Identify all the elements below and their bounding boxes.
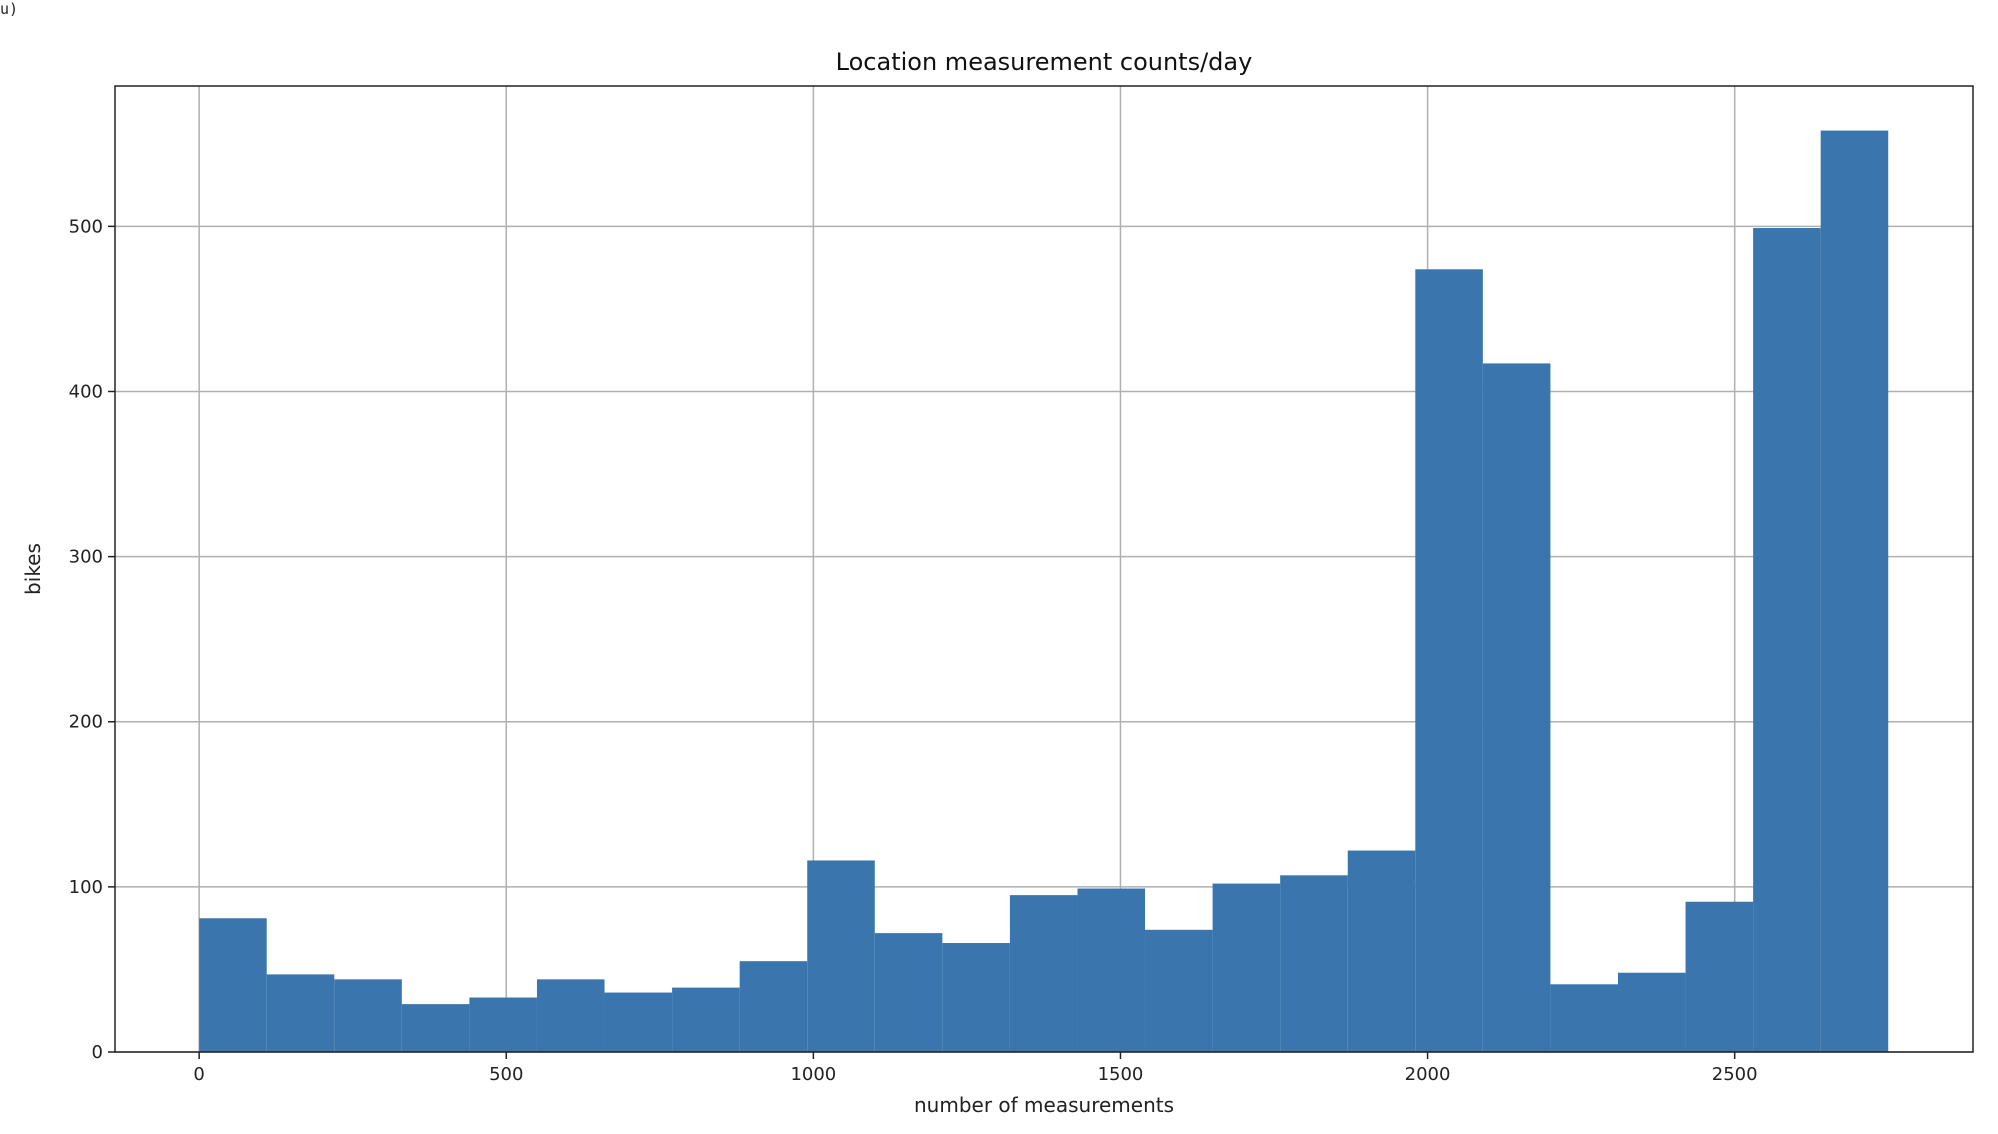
x-tick-label: 1500 <box>1098 1064 1144 1085</box>
y-tick-label: 100 <box>69 877 103 898</box>
histogram-bar <box>1617 972 1686 1052</box>
histogram-bar <box>1009 895 1078 1052</box>
header-fragment: u) <box>0 0 19 18</box>
histogram-bar <box>942 943 1010 1052</box>
y-tick-label: 400 <box>69 381 103 402</box>
histogram-bar <box>199 918 267 1052</box>
histogram-bar <box>672 987 740 1052</box>
histogram-bar <box>334 979 402 1052</box>
x-tick-label: 500 <box>489 1064 523 1085</box>
histogram-bar <box>807 860 875 1052</box>
histogram-bar <box>739 961 808 1052</box>
histogram-bar <box>469 997 537 1052</box>
x-tick-label: 2000 <box>1405 1064 1451 1085</box>
y-tick-label: 200 <box>69 712 103 733</box>
histogram-bar <box>1685 901 1754 1052</box>
y-tick-label: 0 <box>92 1042 103 1063</box>
histogram-bar <box>1753 228 1821 1052</box>
histogram-bar <box>1145 929 1213 1052</box>
histogram-bar <box>1820 130 1889 1053</box>
histogram-bar <box>401 1004 470 1052</box>
histogram-bar <box>1415 269 1483 1052</box>
histogram-bar <box>536 979 605 1052</box>
histogram-bar <box>604 992 673 1052</box>
histogram-bar <box>1347 850 1416 1052</box>
histogram-bar <box>1482 363 1551 1052</box>
histogram-bar <box>1212 883 1281 1052</box>
x-tick-label: 0 <box>193 1064 204 1085</box>
histogram-bar <box>874 933 943 1052</box>
y-axis-label: bikes <box>21 543 45 595</box>
histogram-bar <box>1077 888 1146 1052</box>
plot-frame <box>114 85 1974 1053</box>
x-tick-label: 1000 <box>790 1064 836 1085</box>
histogram-bars <box>199 130 1889 1053</box>
x-axis-label: number of measurements <box>914 1093 1174 1117</box>
y-tick-label: 300 <box>69 547 103 568</box>
axis-ticks: 0 500 1000 1500 2000 2500 0 100 200 300 400 500 <box>69 216 1758 1085</box>
y-tick-label: 500 <box>69 216 103 237</box>
x-tick-label: 2500 <box>1712 1064 1758 1085</box>
histogram-bar <box>1550 984 1618 1052</box>
histogram-bar <box>1280 875 1348 1052</box>
histogram-bar <box>266 974 335 1052</box>
chart-title: Location measurement counts/day <box>836 48 1253 76</box>
